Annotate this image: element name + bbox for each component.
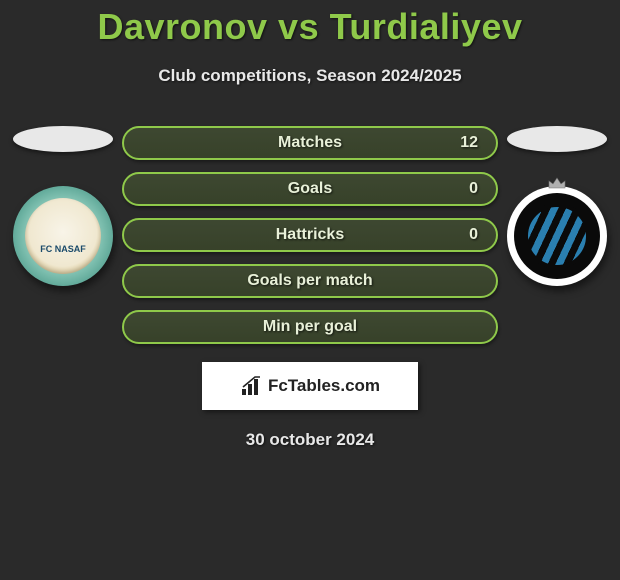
stat-row-hattricks: Hattricks 0 (122, 218, 498, 252)
stat-label: Min per goal (124, 318, 496, 336)
club-badge-right-stripes (524, 203, 590, 269)
club-badge-right-inner (514, 193, 600, 279)
player-right-placeholder (507, 126, 607, 152)
comparison-title: Davronov vs Turdialiyev (0, 0, 620, 48)
stat-row-goals: Goals 0 (122, 172, 498, 206)
player-left-column: FC NASAF (8, 126, 118, 286)
stat-row-matches: Matches 12 (122, 126, 498, 160)
player-left-placeholder (13, 126, 113, 152)
source-logo-text: FcTables.com (268, 376, 380, 396)
stat-value: 0 (469, 180, 478, 198)
club-badge-left: FC NASAF (13, 186, 113, 286)
stat-label: Hattricks (124, 226, 496, 244)
stat-row-goals-per-match: Goals per match (122, 264, 498, 298)
crown-icon (547, 176, 567, 190)
stat-label: Goals per match (124, 272, 496, 290)
generation-date: 30 october 2024 (0, 430, 620, 450)
stat-label: Goals (124, 180, 496, 198)
comparison-subtitle: Club competitions, Season 2024/2025 (0, 66, 620, 86)
player-right-column (502, 126, 612, 286)
source-logo: FcTables.com (240, 376, 380, 396)
club-badge-right (507, 186, 607, 286)
bars-icon (240, 376, 264, 396)
source-logo-box: FcTables.com (202, 362, 418, 410)
club-badge-left-label: FC NASAF (13, 244, 113, 254)
stat-row-min-per-goal: Min per goal (122, 310, 498, 344)
stats-column: Matches 12 Goals 0 Hattricks 0 Goals per… (118, 126, 502, 344)
stat-value: 0 (469, 226, 478, 244)
stat-value: 12 (460, 134, 478, 152)
comparison-body: FC NASAF Matches 12 Goals 0 Hattricks 0 … (0, 126, 620, 344)
stat-label: Matches (124, 134, 496, 152)
